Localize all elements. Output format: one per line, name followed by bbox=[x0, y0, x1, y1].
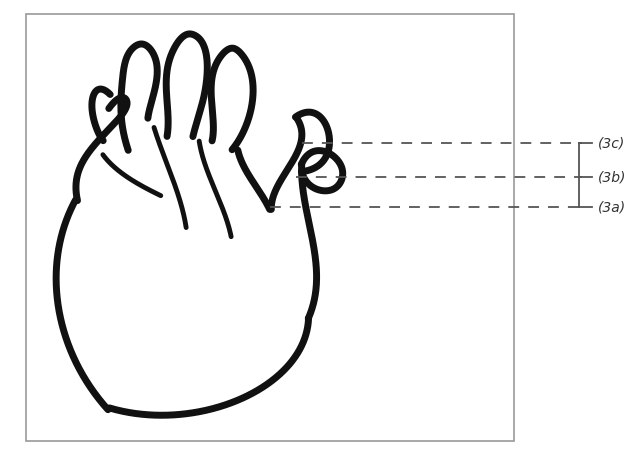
Text: (3c): (3c) bbox=[598, 136, 625, 150]
Text: (3a): (3a) bbox=[598, 200, 626, 214]
Bar bbox=[26, 14, 514, 441]
Text: (3b): (3b) bbox=[598, 171, 626, 184]
